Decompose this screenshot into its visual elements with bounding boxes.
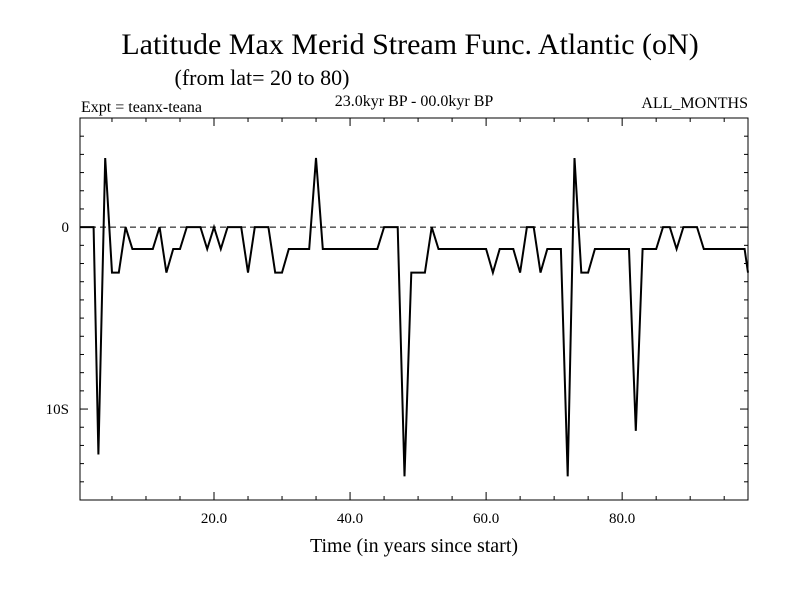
plot-frame	[79, 117, 749, 501]
chart-title: Latitude Max Merid Stream Func. Atlantic…	[121, 28, 698, 61]
x-tick-label: 40.0	[337, 511, 363, 527]
chart-subtitle: (from lat= 20 to 80)	[175, 65, 350, 90]
x-tick-label: 20.0	[201, 511, 227, 527]
experiment-label: Expt = teanx-teana	[81, 99, 202, 116]
x-axis-label: Time (in years since start)	[310, 535, 518, 557]
season-label: ALL_MONTHS	[641, 95, 748, 112]
x-tick-label: 60.0	[473, 511, 499, 527]
x-tick-label: 80.0	[609, 511, 635, 527]
data-series-line	[80, 157, 749, 477]
period-label: 23.0kyr BP - 00.0kyr BP	[335, 93, 494, 110]
y-tick-label: 10S	[46, 402, 69, 418]
y-tick-label: 0	[62, 220, 70, 236]
